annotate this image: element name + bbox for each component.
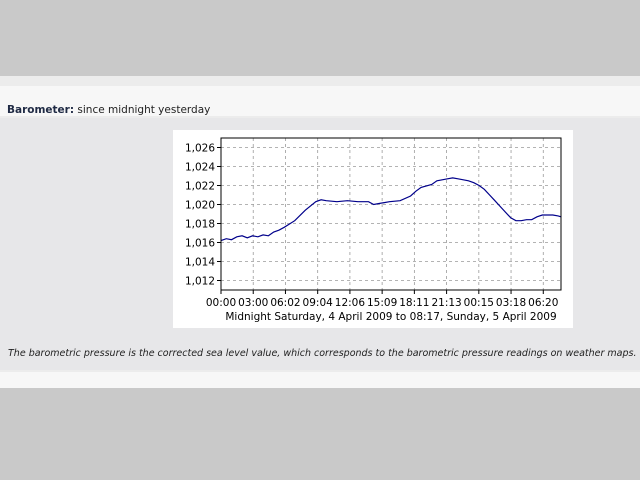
x-tick-label: 15:09 <box>367 297 397 309</box>
x-tick-label: 06:02 <box>270 297 300 309</box>
x-tick-label: 09:04 <box>303 297 334 309</box>
barometer-panel: Barometer: since midnight yesterday 1,01… <box>0 76 640 388</box>
y-tick-label: 1,018 <box>185 219 215 231</box>
y-axis-ticks: 1,012 1,014 1,016 1,018 1,020 1,022 1,024 1,026 <box>185 143 221 288</box>
chart-svg: 1,012 1,014 1,016 1,018 1,020 1,022 1,024 1,026… <box>185 137 562 323</box>
y-tick-label: 1,020 <box>185 200 215 212</box>
x-axis-ticks: 00:00 03:00 06:02 09:04 12:06 15:09 18:11 21:13… <box>206 290 558 309</box>
x-tick-label: 12:06 <box>335 297 366 309</box>
x-tick-label: 00:15 <box>464 297 494 309</box>
pressure-series-line <box>220 177 562 242</box>
barometer-heading: Barometer: since midnight yesterday <box>7 104 210 116</box>
panel-bottom-strip <box>0 372 640 388</box>
x-tick-label: 03:00 <box>238 297 268 309</box>
heading-label: Barometer: <box>7 104 75 116</box>
y-tick-label: 1,026 <box>185 143 215 155</box>
x-tick-label: 03:18 <box>496 297 526 309</box>
top-band <box>0 0 640 76</box>
x-tick-label: 00:00 <box>206 297 236 309</box>
x-tick-label: 21:13 <box>431 297 461 309</box>
y-tick-label: 1,016 <box>185 238 215 250</box>
plot-frame <box>220 137 562 291</box>
y-tick-label: 1,014 <box>185 257 215 269</box>
barometer-chart: 1,012 1,014 1,016 1,018 1,020 1,022 1,024 1,026… <box>173 130 573 328</box>
y-tick-label: 1,012 <box>185 276 215 288</box>
heading-text: since midnight yesterday <box>77 104 211 116</box>
x-tick-label: 18:11 <box>399 297 429 309</box>
chart-grid <box>221 138 561 290</box>
x-tick-label: 06:20 <box>528 297 558 309</box>
panel-header-strip <box>0 86 640 116</box>
x-axis-label: Midnight Saturday, 4 April 2009 to 08:17… <box>225 311 556 323</box>
y-tick-label: 1,022 <box>185 181 215 193</box>
y-tick-label: 1,024 <box>185 162 215 174</box>
pressure-note: The barometric pressure is the corrected… <box>8 348 637 359</box>
